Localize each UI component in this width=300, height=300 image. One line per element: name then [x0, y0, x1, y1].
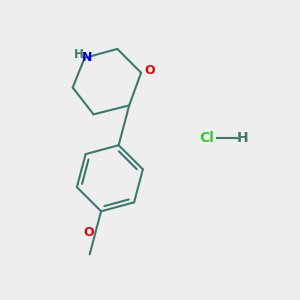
Text: O: O — [83, 226, 94, 239]
Text: H: H — [236, 131, 248, 145]
Text: N: N — [82, 51, 92, 64]
Text: O: O — [144, 64, 155, 77]
Text: H: H — [74, 48, 84, 61]
Text: Cl: Cl — [199, 131, 214, 145]
